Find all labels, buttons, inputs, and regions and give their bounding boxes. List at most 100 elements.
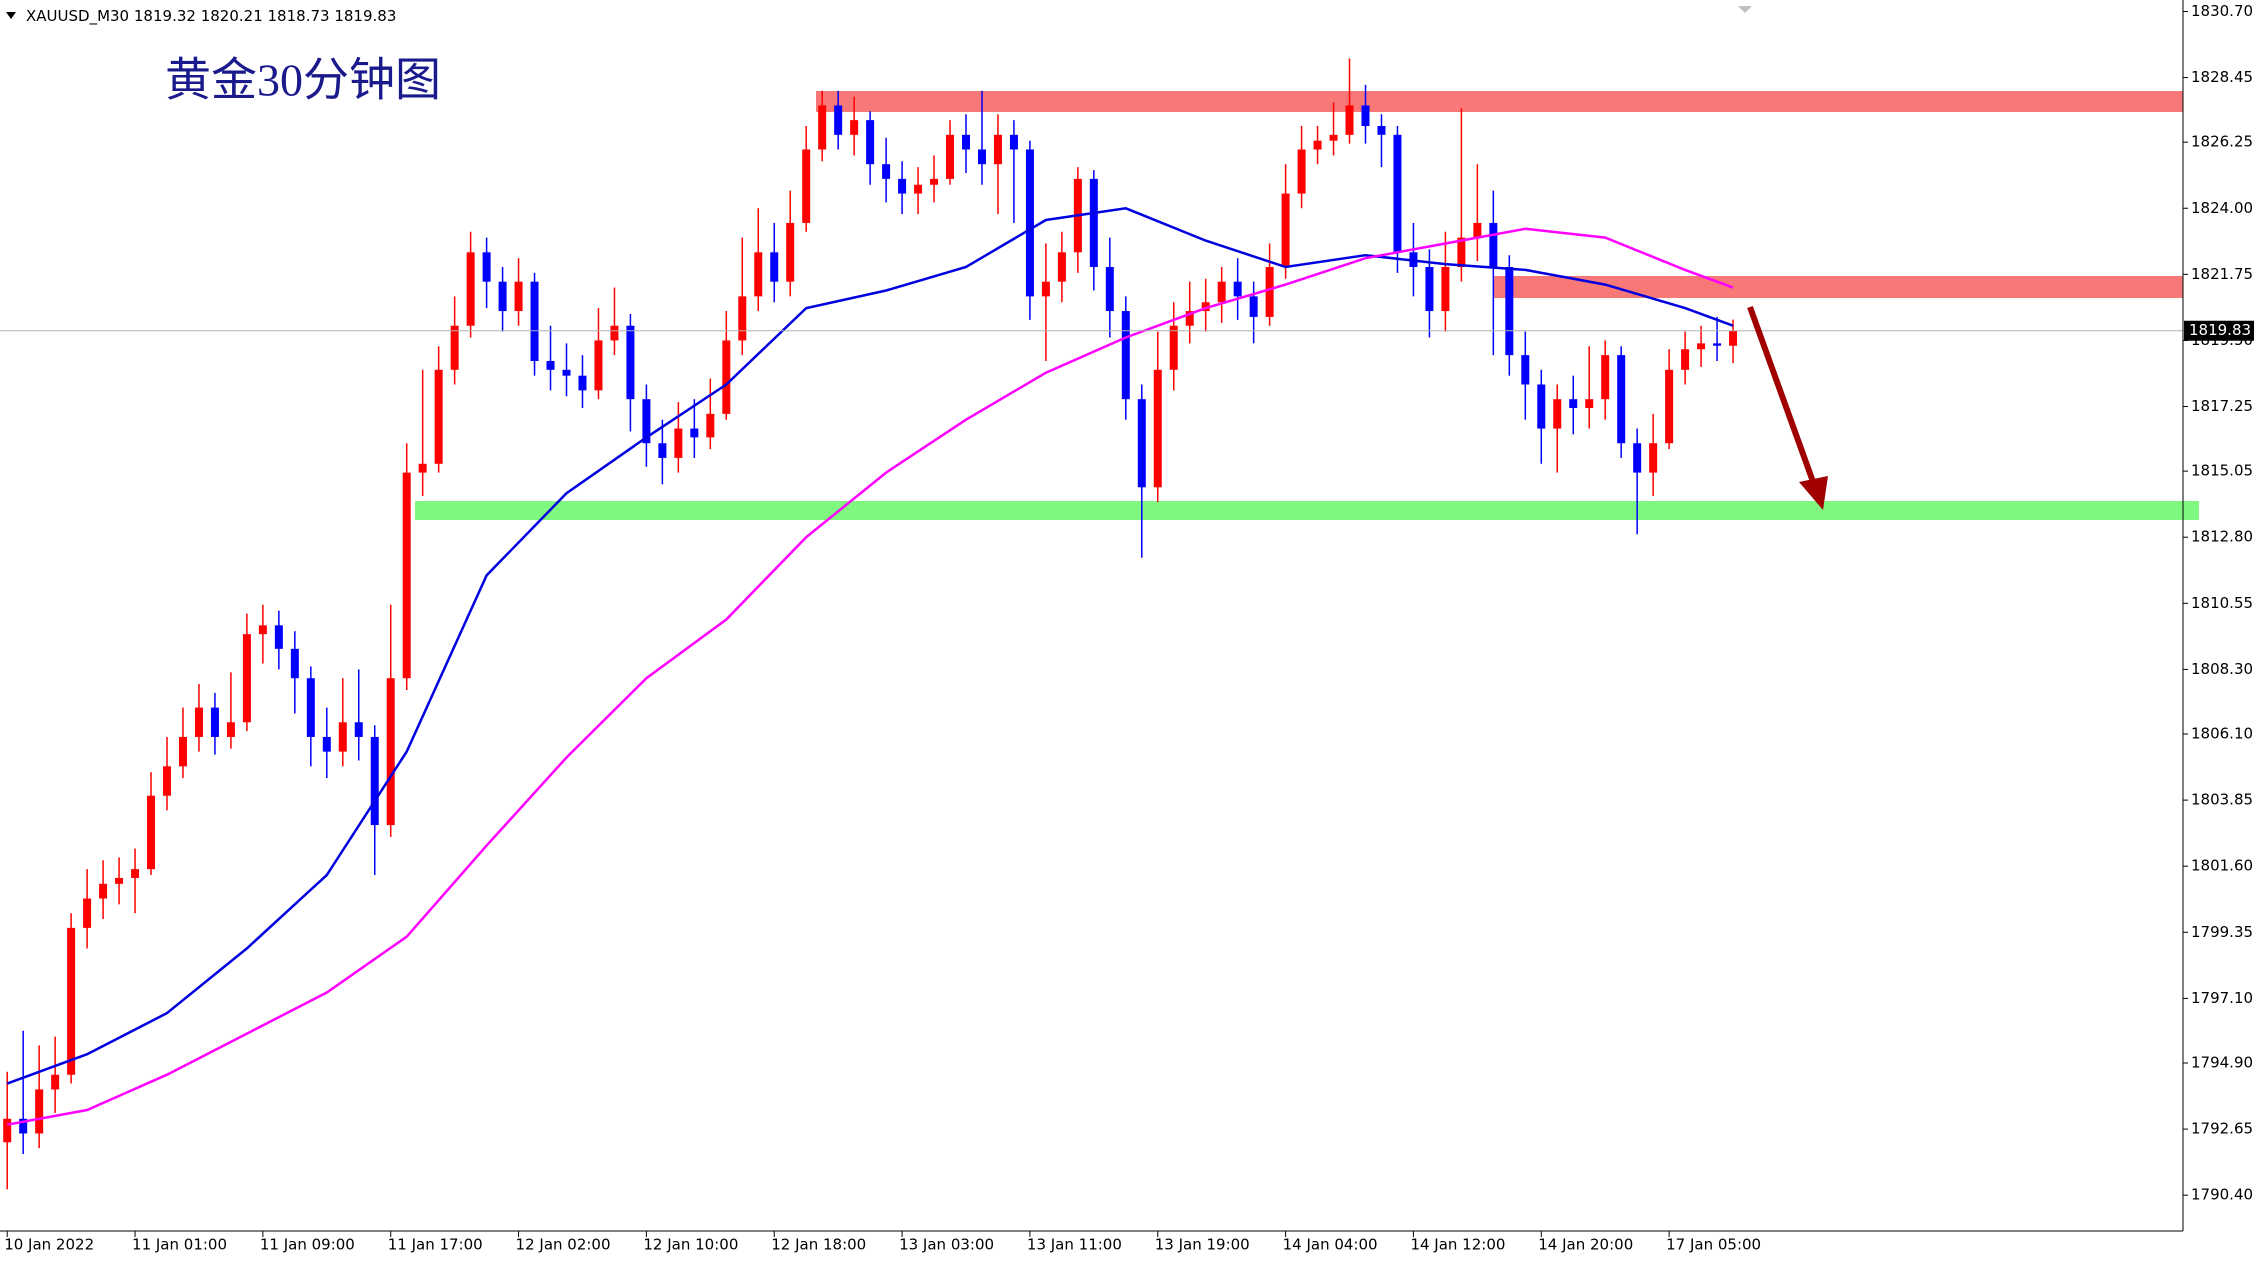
candle-body <box>1233 281 1242 297</box>
candle-body <box>610 325 619 341</box>
candle-body <box>626 325 635 400</box>
x-tick-label: 14 Jan 20:00 <box>1538 1236 1633 1254</box>
candle-body <box>786 222 795 282</box>
x-tick-label: 13 Jan 19:00 <box>1155 1236 1250 1254</box>
candle-body <box>1393 134 1402 253</box>
candle-body <box>1249 296 1258 317</box>
candle-body <box>770 252 779 282</box>
resistance-zone <box>816 91 2183 112</box>
candle-body <box>338 722 347 752</box>
low: 1818.73 <box>268 7 330 25</box>
candle-body <box>434 369 443 464</box>
candle-body <box>226 722 235 737</box>
chart-title: 黄金30分钟图 <box>165 55 441 106</box>
y-tick-label: 1826.25 <box>2191 133 2253 151</box>
candle-body <box>578 375 587 391</box>
candle-body <box>163 766 171 796</box>
candle-body <box>1345 105 1354 135</box>
candle-body <box>850 120 859 135</box>
candle-body <box>514 281 523 312</box>
x-tick-label: 12 Jan 10:00 <box>643 1236 738 1254</box>
y-tick-label: 1812.80 <box>2191 528 2253 546</box>
candle-body <box>1329 134 1338 141</box>
candle-body <box>210 707 219 737</box>
candle-body <box>1697 343 1706 350</box>
candle-body <box>450 325 459 370</box>
candle-body <box>1569 399 1578 408</box>
x-tick-label: 17 Jan 05:00 <box>1666 1236 1761 1254</box>
y-tick-label: 1794.90 <box>2191 1053 2253 1071</box>
candle-body <box>530 281 539 361</box>
menu-triangle <box>6 12 16 19</box>
candle-body <box>1121 311 1130 400</box>
candle-body <box>1505 266 1514 356</box>
candle-body <box>594 340 603 391</box>
x-tick-label: 11 Jan 17:00 <box>388 1236 483 1254</box>
y-tick-label: 1806.10 <box>2191 725 2253 743</box>
x-tick-label: 11 Jan 09:00 <box>260 1236 355 1254</box>
y-tick-label: 1808.30 <box>2191 660 2253 678</box>
candle-body <box>690 428 699 438</box>
candle-body <box>418 463 427 473</box>
candle-body <box>1553 399 1562 429</box>
candle-body <box>562 369 571 376</box>
candle-body <box>1729 330 1738 346</box>
candle-body <box>274 625 283 649</box>
candle-body <box>1297 149 1306 194</box>
open: 1819.32 <box>134 7 196 25</box>
candle-body <box>35 1089 44 1134</box>
candle-body <box>1137 399 1146 488</box>
candle-body <box>1009 134 1018 150</box>
y-tick-label: 1797.10 <box>2191 989 2253 1007</box>
x-tick-label: 13 Jan 03:00 <box>899 1236 994 1254</box>
candle-body <box>1361 105 1370 127</box>
candle-body <box>898 178 907 194</box>
candle-body <box>914 184 923 194</box>
candle-body <box>51 1074 60 1090</box>
moving-average <box>6 207 1734 1085</box>
candle-body <box>722 340 731 414</box>
candle-body <box>642 399 651 444</box>
candle-body <box>866 120 875 165</box>
candle-body <box>322 736 331 752</box>
candle-body <box>674 428 683 458</box>
candle-body <box>1665 369 1674 444</box>
y-tick-label: 1817.25 <box>2191 397 2253 415</box>
candle-body <box>802 149 811 223</box>
candle-body <box>1473 222 1482 238</box>
candle-body <box>1265 266 1274 317</box>
candle-body <box>194 707 203 737</box>
resistance-zone <box>1493 276 2183 298</box>
candle-body <box>482 252 491 282</box>
candle-body <box>977 149 986 165</box>
x-tick-label: 10 Jan 2022 <box>4 1236 94 1254</box>
candle-body <box>1377 126 1386 135</box>
y-tick-label: 1803.85 <box>2191 791 2253 809</box>
candle-body <box>930 178 939 185</box>
candle-body <box>131 869 140 878</box>
symbol: XAUUSD_M30 <box>26 7 129 26</box>
candle-body <box>1041 281 1050 297</box>
candle-body <box>306 678 315 737</box>
candle-body <box>1153 369 1162 488</box>
candle-body <box>706 413 715 438</box>
candle-body <box>115 877 124 884</box>
candle-body <box>1489 222 1498 267</box>
candle-body <box>1185 311 1194 326</box>
trend-arrow <box>1747 305 1828 510</box>
high: 1820.21 <box>201 7 263 25</box>
candle-body <box>1601 355 1610 400</box>
candle-body <box>178 736 187 767</box>
candle-body <box>1089 178 1098 267</box>
candle-body <box>386 678 395 826</box>
y-tick-label: 1790.40 <box>2191 1186 2253 1204</box>
candle-body <box>466 252 475 326</box>
arrow-shaft <box>1747 305 1819 492</box>
price-label-box <box>2184 320 2254 341</box>
x-tick-label: 14 Jan 12:00 <box>1410 1236 1505 1254</box>
candle-body <box>754 252 763 297</box>
candle-body <box>946 134 955 179</box>
candle-body <box>290 648 299 679</box>
candle-body <box>546 360 555 370</box>
x-tick-label: 12 Jan 18:00 <box>771 1236 866 1254</box>
